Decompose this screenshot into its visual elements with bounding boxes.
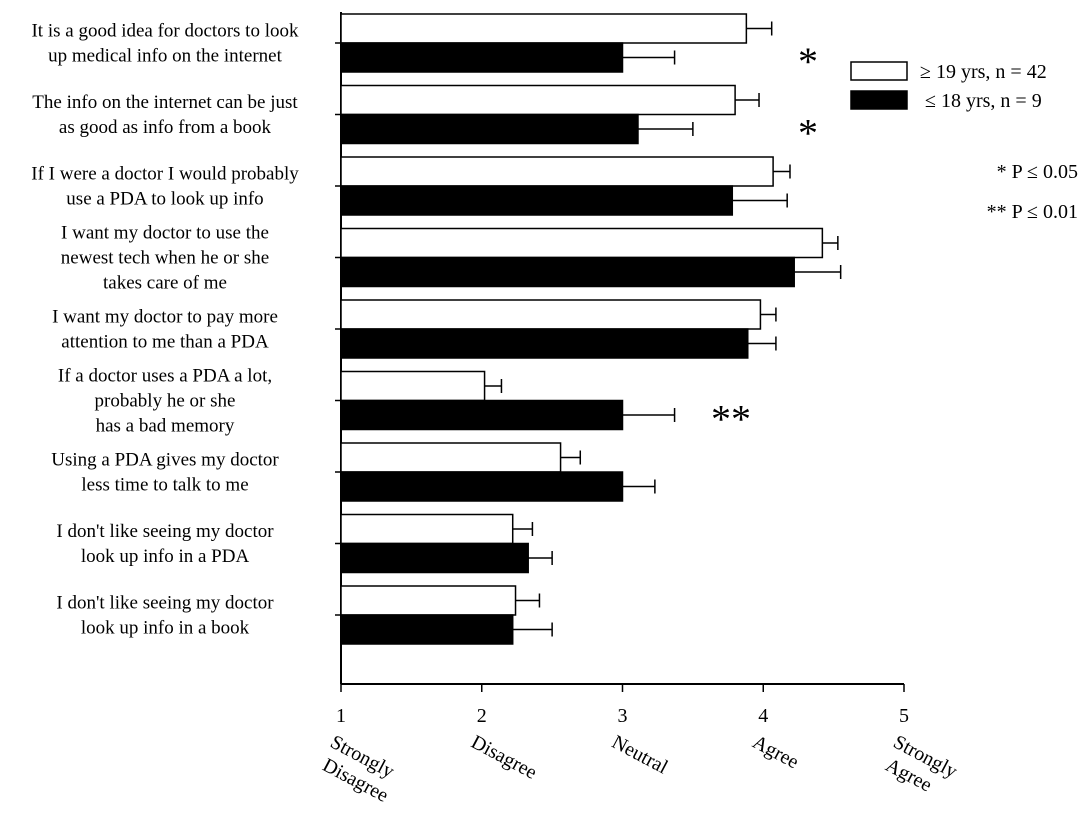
category-label-line: I don't like seeing my doctor xyxy=(56,593,274,614)
category-label-line: takes care of me xyxy=(103,273,227,294)
significance-star: * xyxy=(798,111,818,156)
x-tick-label: 1 xyxy=(336,705,346,727)
bar-18-under xyxy=(340,185,734,216)
legend-label-18-under: ≤ 18 yrs, n = 9 xyxy=(925,90,1042,112)
x-tick-label: 4 xyxy=(758,705,768,727)
x-tick-label: 2 xyxy=(477,705,487,727)
category-label: It is a good idea for doctors to look up … xyxy=(31,21,299,67)
legend-swatch-19-plus xyxy=(850,61,908,81)
legend-swatch-18-under xyxy=(850,90,908,110)
significance-key-p01: ** P ≤ 0.01 xyxy=(987,201,1078,223)
x-anchor-label: Disagree xyxy=(467,731,540,784)
x-anchor-label-line: Disagree xyxy=(467,731,540,784)
bar-18-under xyxy=(340,614,514,645)
category-label-line: as good as info from a book xyxy=(59,117,272,138)
significance-key: * P ≤ 0.05 ** P ≤ 0.01 xyxy=(987,161,1078,223)
category-label: If a doctor uses a PDA a lot, probably he… xyxy=(58,366,272,437)
category-label-line: use a PDA to look up info xyxy=(66,189,263,210)
bar-19-plus xyxy=(340,156,774,187)
bar-19-plus xyxy=(340,370,486,402)
category-label-line: I want my doctor to pay more xyxy=(52,307,278,328)
category-label-line: The info on the internet can be just xyxy=(32,92,298,113)
x-anchor-label-line: Agree xyxy=(749,731,803,773)
category-label: I want my doctor to pay more attention to… xyxy=(52,307,278,353)
category-label: Using a PDA gives my doctor less time to … xyxy=(51,450,279,496)
x-anchor-label: Agree xyxy=(749,731,803,773)
category-label-line: attention to me than a PDA xyxy=(61,332,269,353)
bar-18-under xyxy=(340,471,624,502)
x-anchor-label-line: Neutral xyxy=(608,731,672,779)
legend: ≥ 19 yrs, n = 42 ≤ 18 yrs, n = 9 xyxy=(850,61,1047,112)
category-label-line: has a bad memory xyxy=(96,416,235,437)
bar-19-plus xyxy=(340,299,762,330)
bar-18-under xyxy=(340,113,639,145)
category-label-line: If a doctor uses a PDA a lot, xyxy=(58,366,272,387)
category-label-line: If I were a doctor I would probably xyxy=(31,164,299,185)
significance-star: * xyxy=(798,39,818,84)
x-anchor-label: StronglyAgree xyxy=(878,731,960,804)
bar-18-under xyxy=(340,542,529,574)
significance-star: ** xyxy=(711,397,751,442)
category-label-line: look up info in a book xyxy=(81,618,250,639)
bar-19-plus xyxy=(340,84,736,116)
category-label-line: probably he or she xyxy=(95,391,236,412)
category-label-line: Using a PDA gives my doctor xyxy=(51,450,279,471)
category-label: I want my doctor to use the newest tech w… xyxy=(61,223,269,294)
x-anchor-label: StronglyDisagree xyxy=(315,731,403,807)
category-label-line: up medical info on the internet xyxy=(48,46,282,67)
plot-area: 1 2 3 4 5 StronglyDisagree Disagree Neutral Agre… xyxy=(31,12,961,807)
bar-19-plus xyxy=(340,227,824,259)
bar-19-plus xyxy=(340,513,514,545)
category-label-line: look up info in a PDA xyxy=(81,546,250,567)
bar-19-plus xyxy=(340,442,562,473)
legend-label-19-plus: ≥ 19 yrs, n = 42 xyxy=(920,61,1047,83)
bar-18-under xyxy=(340,42,624,73)
x-anchor-label: Neutral xyxy=(608,731,672,779)
significance-key-p05: * P ≤ 0.05 xyxy=(997,161,1078,183)
x-tick-label: 5 xyxy=(899,705,909,727)
category-label-line: I want my doctor to use the xyxy=(61,223,269,244)
category-label-line: I don't like seeing my doctor xyxy=(56,521,274,542)
category-label-line: less time to talk to me xyxy=(81,475,248,496)
category-label: If I were a doctor I would probably use a… xyxy=(31,164,299,210)
bar-18-under xyxy=(340,256,795,288)
x-tick-label: 3 xyxy=(618,705,628,727)
bar-18-under xyxy=(340,399,624,431)
category-label: I don't like seeing my doctor look up inf… xyxy=(56,521,274,567)
category-label-line: newest tech when he or she xyxy=(61,248,269,269)
bar-19-plus xyxy=(340,13,748,44)
bar-19-plus xyxy=(340,585,517,616)
bar-18-under xyxy=(340,328,749,359)
category-label-line: It is a good idea for doctors to look xyxy=(31,21,299,42)
category-label: The info on the internet can be just as g… xyxy=(32,92,298,138)
category-label: I don't like seeing my doctor look up inf… xyxy=(56,593,274,639)
